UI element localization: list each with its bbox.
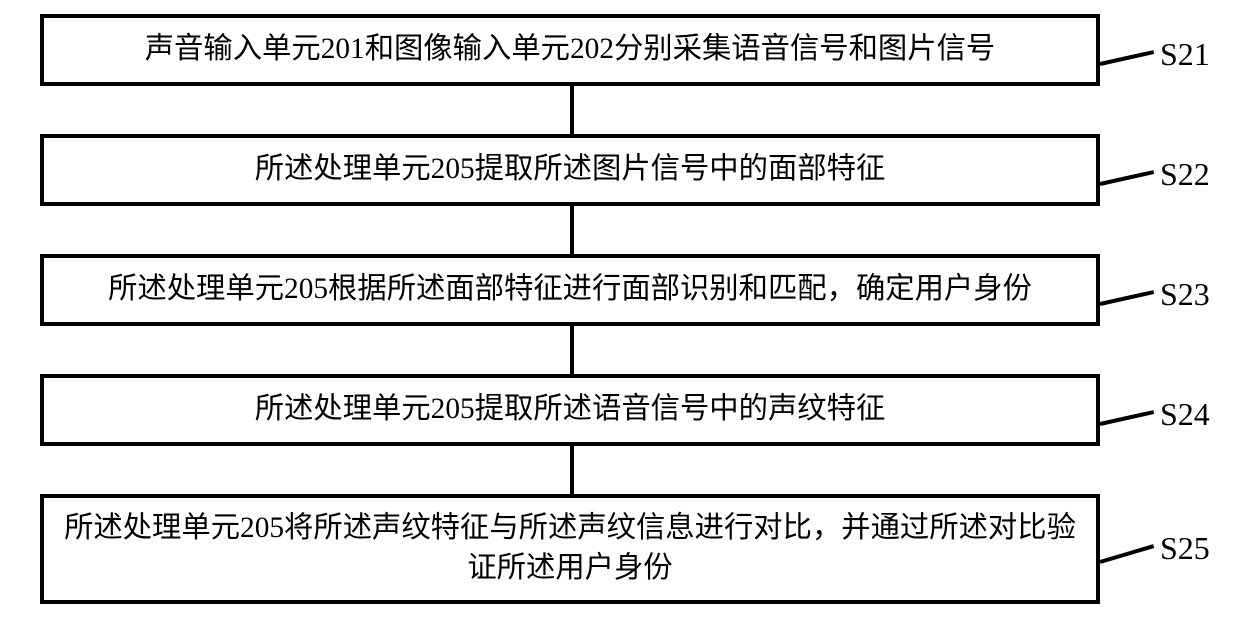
flow-step-S25: 所述处理单元205将所述声纹特征与所述声纹信息进行对比，并通过所述对比验证所述用… — [40, 494, 1100, 604]
lead-line-S24 — [1100, 410, 1155, 426]
step-label-S22: S22 — [1160, 156, 1210, 193]
lead-line-S21 — [1100, 50, 1155, 66]
step-label-S23: S23 — [1160, 276, 1210, 313]
lead-line-S23 — [1100, 290, 1155, 306]
step-label-S25: S25 — [1160, 530, 1210, 567]
connector-S22-S23 — [570, 206, 574, 254]
connector-S21-S22 — [570, 86, 574, 134]
lead-line-S25 — [1099, 544, 1154, 564]
lead-line-S22 — [1100, 170, 1155, 186]
flow-step-text: 所述处理单元205将所述声纹特征与所述声纹信息进行对比，并通过所述对比验证所述用… — [56, 509, 1084, 588]
flow-step-text: 声音输入单元201和图像输入单元202分别采集语音信号和图片信号 — [145, 30, 996, 70]
connector-S24-S25 — [570, 446, 574, 494]
step-label-S24: S24 — [1160, 396, 1210, 433]
step-label-S21: S21 — [1160, 36, 1210, 73]
connector-S23-S24 — [570, 326, 574, 374]
flow-step-text: 所述处理单元205提取所述语音信号中的声纹特征 — [255, 390, 886, 430]
flow-step-S24: 所述处理单元205提取所述语音信号中的声纹特征 — [40, 374, 1100, 446]
flow-step-S23: 所述处理单元205根据所述面部特征进行面部识别和匹配，确定用户身份 — [40, 254, 1100, 326]
flow-step-text: 所述处理单元205根据所述面部特征进行面部识别和匹配，确定用户身份 — [108, 270, 1032, 310]
flow-step-S21: 声音输入单元201和图像输入单元202分别采集语音信号和图片信号 — [40, 14, 1100, 86]
flow-step-text: 所述处理单元205提取所述图片信号中的面部特征 — [255, 150, 886, 190]
flow-step-S22: 所述处理单元205提取所述图片信号中的面部特征 — [40, 134, 1100, 206]
